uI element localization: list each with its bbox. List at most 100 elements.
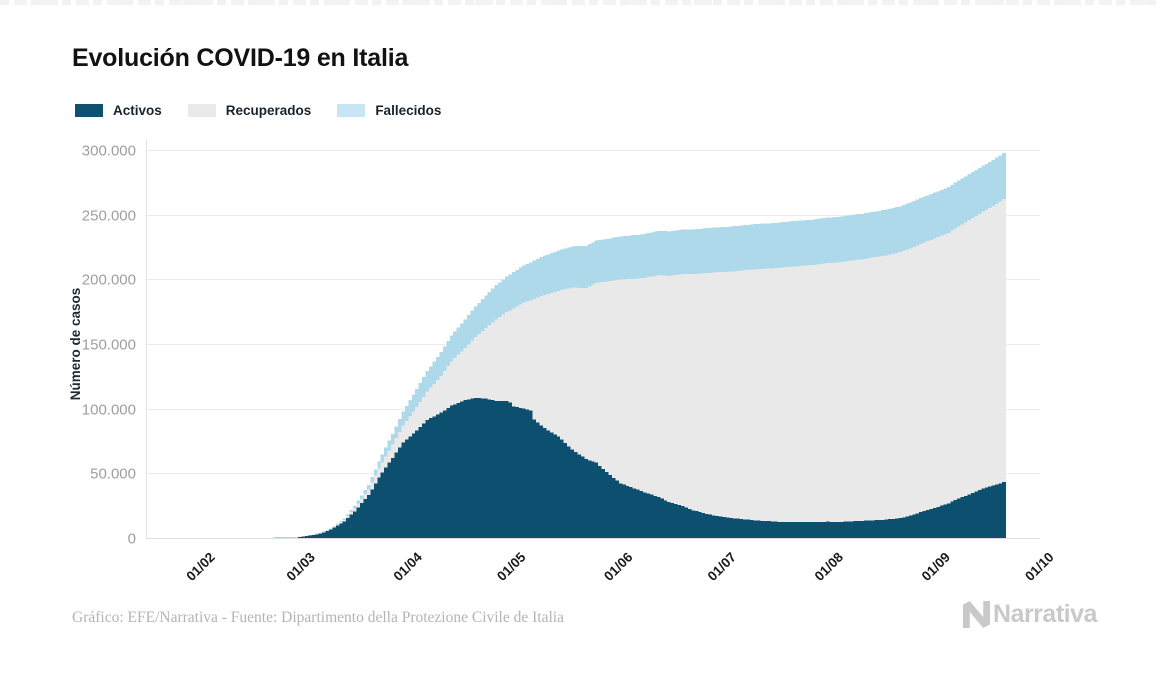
bar-fallecidos [294,537,299,538]
bar-recuperados [829,262,834,522]
bar-fallecidos [608,238,613,282]
bar-recuperados [587,286,592,461]
bar-recuperados [346,515,351,519]
bar-activos [839,521,844,538]
bar-recuperados [639,278,644,492]
chart-legend: Activos Recuperados Fallecidos [75,103,441,118]
bar-fallecidos [349,510,354,513]
bar-activos [463,400,468,538]
bar-recuperados [397,431,402,448]
bar-recuperados [611,280,616,478]
bar-recuperados [791,266,796,522]
bar-recuperados [463,348,468,401]
bar-fallecidos [605,238,610,282]
bar-fallecidos [435,356,440,380]
bar-activos [301,536,306,538]
bar-fallecidos [511,272,516,309]
bar-fallecidos [712,227,717,273]
bar-recuperados [494,319,499,402]
bar-fallecidos [750,224,755,270]
bar-fallecidos [895,207,899,254]
bar-activos [929,509,934,538]
bar-activos [422,423,427,538]
bar-fallecidos [846,215,851,261]
bar-recuperados [511,308,516,407]
bar-fallecidos [784,221,789,268]
bar-fallecidos [774,222,779,269]
bar-activos [549,432,554,538]
narrativa-n-icon [963,601,990,628]
bar-fallecidos [377,461,382,469]
bar-recuperados [649,276,654,495]
bar-activos [984,487,989,538]
bar-activos [684,507,689,538]
x-tick-label: 01/03 [283,549,318,584]
bar-activos [511,406,516,538]
bar-fallecidos [460,323,465,352]
y-axis-label: Número de casos [68,288,83,401]
bar-activos [508,402,513,538]
bar-recuperados [542,294,547,429]
bar-recuperados [360,498,364,504]
bar-recuperados [939,235,944,506]
bar-activos [632,488,637,538]
bar-activos [932,508,937,538]
bar-activos [663,500,668,538]
bar-recuperados [667,275,672,503]
bar-recuperados [984,209,989,488]
bar-recuperados [808,265,813,523]
bar-activos [888,519,893,538]
bar-activos [846,521,851,538]
bar-recuperados [843,261,848,522]
bar-recuperados [908,248,913,516]
bar-recuperados [867,258,872,521]
bar-activos [308,535,313,538]
bar-activos [560,439,565,538]
bar-recuperados [598,282,603,466]
bar-recuperados [508,310,513,403]
bar-recuperados [898,252,903,519]
bar-activos [418,426,423,538]
bar-recuperados [656,275,661,497]
bar-recuperados [698,273,703,513]
bar-fallecidos [332,525,337,527]
bar-activos [970,493,975,538]
bar-recuperados [819,263,824,522]
bar-fallecidos [1002,152,1006,200]
bar-fallecidos [791,221,796,267]
bar-fallecidos [598,240,603,283]
bar-fallecidos [798,220,803,266]
x-tick-label: 01/06 [601,549,636,584]
bar-recuperados [870,257,875,521]
bar-activos [815,522,820,538]
bar-activos [318,533,323,538]
bar-activos [936,506,941,538]
bar-activos [518,407,523,538]
bar-activos [891,518,896,538]
bar-recuperados [863,258,868,521]
bar-activos [363,499,368,538]
bar-fallecidos [926,195,931,242]
chart-title: Evolución COVID-19 en Italia [72,44,409,72]
bar-activos [435,414,440,538]
bar-recuperados [394,438,399,453]
bar-fallecidos [736,225,741,271]
bar-fallecidos [760,223,765,269]
bar-activos [335,525,340,538]
bar-activos [725,517,730,538]
bar-activos [370,489,375,538]
bar-activos [397,447,402,538]
bar-recuperados [525,301,530,410]
bar-fallecidos [739,225,744,271]
bar-recuperados [774,268,779,522]
bar-recuperados [1002,199,1006,483]
bar-fallecidos [853,214,858,261]
bar-activos [404,439,409,538]
bar-fallecidos [491,288,496,323]
bar-recuperados [798,265,803,523]
bar-activos [708,514,713,538]
bar-fallecidos [877,210,882,257]
bar-activos [712,515,717,538]
bar-recuperados [470,340,475,399]
bar-activos [591,461,596,538]
